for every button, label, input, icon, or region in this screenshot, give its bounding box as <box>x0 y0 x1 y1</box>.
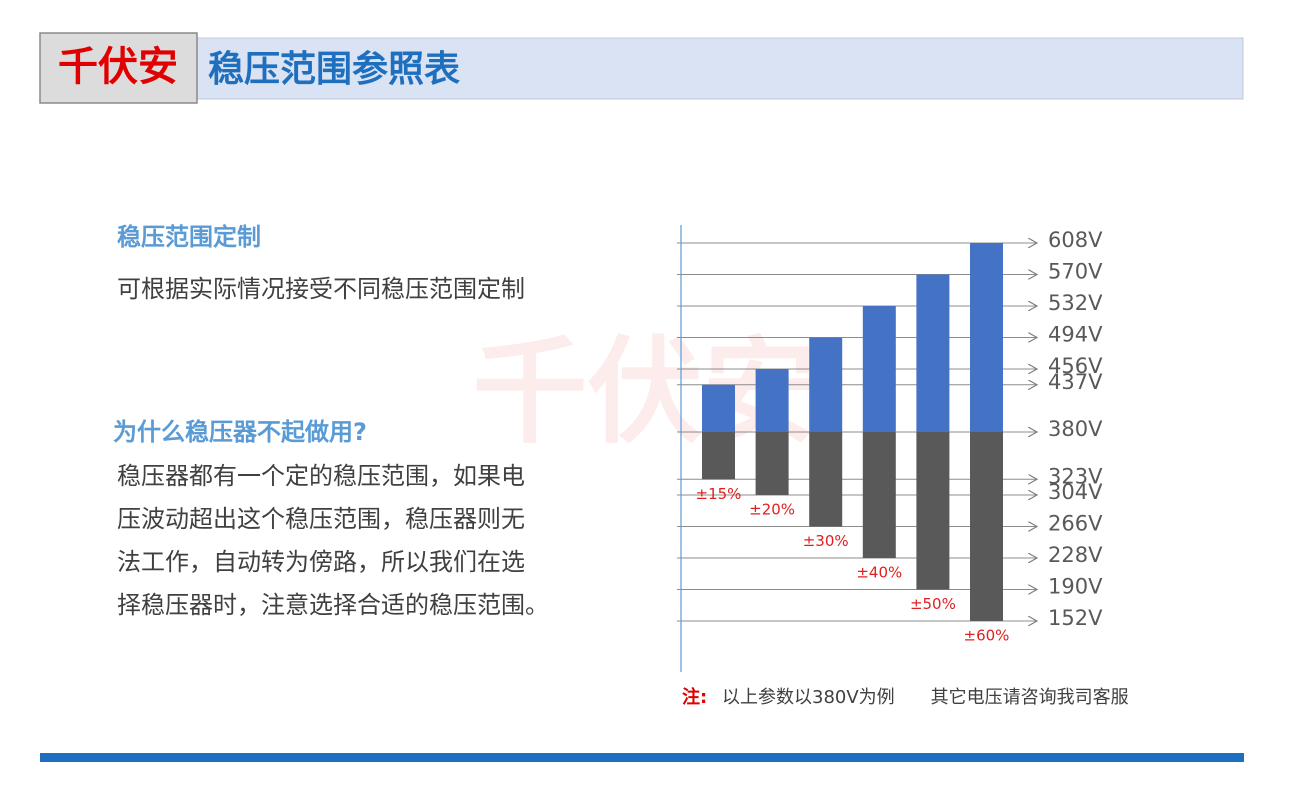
title-bar <box>196 37 1244 100</box>
note-label: 注: <box>682 686 707 708</box>
bar-lower <box>809 432 843 527</box>
brand-box <box>39 32 198 104</box>
category-label: ±30% <box>803 532 849 550</box>
y-tick-label: 266V <box>1048 512 1103 536</box>
bar-lower <box>916 432 950 590</box>
y-tick-label: 570V <box>1048 260 1103 284</box>
y-tick-label: 532V <box>1048 291 1103 315</box>
y-tick-label: 456V <box>1048 354 1103 378</box>
y-tick-label: 152V <box>1048 606 1103 630</box>
bar-upper <box>755 369 789 432</box>
bar-lower <box>862 432 896 558</box>
body-line: 压波动超出这个稳压范围，稳压器则无 <box>117 505 525 533</box>
bar-lower <box>702 432 735 480</box>
y-tick-label: 228V <box>1048 543 1103 567</box>
heading: 为什么稳压器不起做用? <box>113 418 367 446</box>
brand: 千伏安 <box>58 44 178 90</box>
heading: 稳压范围定制 <box>117 223 261 251</box>
y-tick-label: 380V <box>1048 417 1103 441</box>
y-tick-label: 190V <box>1048 575 1103 599</box>
body-line: 稳压器都有一个定的稳压范围，如果电 <box>117 462 525 490</box>
bar-lower <box>755 432 789 495</box>
category-label: ±40% <box>856 564 902 582</box>
body-text: 可根据实际情况接受不同稳压范围定制 <box>117 275 525 303</box>
title: 稳压范围参照表 <box>208 49 460 90</box>
bar-upper <box>702 384 735 432</box>
bar-upper <box>862 306 896 432</box>
y-tick-label: 304V <box>1048 480 1103 504</box>
bar-upper <box>809 337 843 432</box>
y-tick-label: 494V <box>1048 323 1103 347</box>
y-tick-label: 608V <box>1048 228 1103 252</box>
category-label: ±15% <box>696 485 742 503</box>
category-label: ±50% <box>910 595 956 613</box>
body-line: 法工作，自动转为傍路，所以我们在选 <box>117 548 525 576</box>
bar-lower <box>970 432 1003 621</box>
body-line: 择稳压器时，注意选择合适的稳压范围。 <box>117 591 549 619</box>
category-label: ±20% <box>749 501 795 519</box>
bar-upper <box>916 274 950 432</box>
y-tick-label: 323V <box>1048 464 1103 488</box>
footer-bar <box>40 753 1244 762</box>
category-label: ±60% <box>964 627 1010 645</box>
note-text: 以上参数以380V为例 其它电压请咨询我司客服 <box>722 687 1129 708</box>
bar-upper <box>970 243 1003 432</box>
y-tick-label: 437V <box>1048 370 1103 394</box>
